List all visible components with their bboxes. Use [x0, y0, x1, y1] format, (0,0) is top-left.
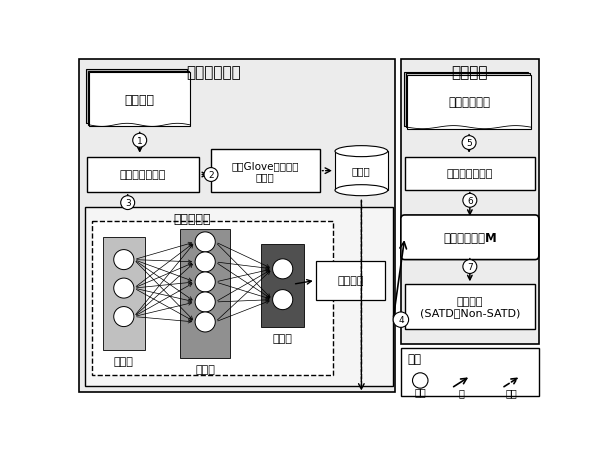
Bar — [401, 60, 539, 345]
Text: 新的代码注释: 新的代码注释 — [448, 96, 490, 109]
Circle shape — [273, 259, 293, 279]
Text: 预处理代码注释: 预处理代码注释 — [447, 169, 493, 179]
Text: 隐藏层: 隐藏层 — [195, 364, 215, 374]
Bar — [92, 221, 333, 375]
Text: 预处理代码注释: 预处理代码注释 — [120, 170, 166, 180]
Circle shape — [393, 312, 409, 327]
Bar — [405, 285, 535, 329]
Bar — [335, 152, 388, 191]
Circle shape — [195, 253, 215, 272]
Text: 输入层: 输入层 — [114, 356, 134, 366]
Text: 依赖: 依赖 — [506, 387, 517, 397]
Circle shape — [114, 307, 134, 327]
Ellipse shape — [335, 185, 388, 196]
Bar — [87, 158, 200, 193]
Circle shape — [195, 292, 215, 312]
Text: 损失函数: 损失函数 — [337, 276, 364, 286]
Text: 训练Glove模型获得
词向里: 训练Glove模型获得 词向里 — [232, 161, 299, 182]
Circle shape — [195, 312, 215, 332]
Bar — [88, 72, 189, 125]
Text: 代码注释: 代码注释 — [125, 94, 155, 107]
Text: 词向里: 词向里 — [352, 166, 371, 176]
Bar — [103, 237, 145, 351]
Circle shape — [114, 278, 134, 299]
Bar — [89, 74, 190, 127]
Bar — [86, 70, 187, 124]
Circle shape — [133, 134, 147, 148]
Circle shape — [195, 272, 215, 292]
Bar — [261, 244, 304, 327]
Bar — [401, 348, 539, 396]
Text: 预测阶段: 预测阶段 — [452, 65, 488, 80]
Text: 6: 6 — [467, 196, 473, 205]
Text: 输出层: 输出层 — [273, 333, 292, 343]
Circle shape — [463, 260, 477, 274]
Bar — [407, 76, 531, 129]
Bar — [84, 208, 393, 386]
Text: 训练模型阶段: 训练模型阶段 — [187, 65, 241, 80]
Bar — [404, 73, 528, 126]
Bar — [79, 60, 396, 392]
Text: 预测标签
(SATD或Non-SATD): 预测标签 (SATD或Non-SATD) — [420, 296, 520, 318]
FancyBboxPatch shape — [401, 216, 539, 260]
Text: 7: 7 — [467, 262, 473, 272]
Circle shape — [463, 194, 477, 208]
Circle shape — [204, 168, 218, 182]
Circle shape — [114, 250, 134, 270]
Circle shape — [121, 196, 134, 210]
Text: 1: 1 — [137, 137, 142, 145]
Bar — [211, 150, 320, 193]
Bar — [406, 74, 529, 128]
Circle shape — [273, 290, 293, 310]
Text: 3: 3 — [125, 199, 131, 207]
Circle shape — [195, 232, 215, 253]
Text: 训练好的模型M: 训练好的模型M — [443, 231, 497, 244]
Bar — [405, 158, 535, 190]
Text: 5: 5 — [466, 139, 472, 148]
Circle shape — [412, 373, 428, 388]
Text: 流: 流 — [458, 387, 464, 397]
Ellipse shape — [335, 146, 388, 157]
Text: 建立分类器: 建立分类器 — [174, 212, 211, 225]
Circle shape — [462, 136, 476, 150]
Text: 2: 2 — [208, 170, 214, 179]
Text: 4: 4 — [398, 315, 403, 324]
Bar — [315, 262, 385, 300]
Bar — [180, 229, 230, 359]
Text: 图例: 图例 — [407, 353, 421, 366]
Text: 序号: 序号 — [414, 387, 426, 396]
